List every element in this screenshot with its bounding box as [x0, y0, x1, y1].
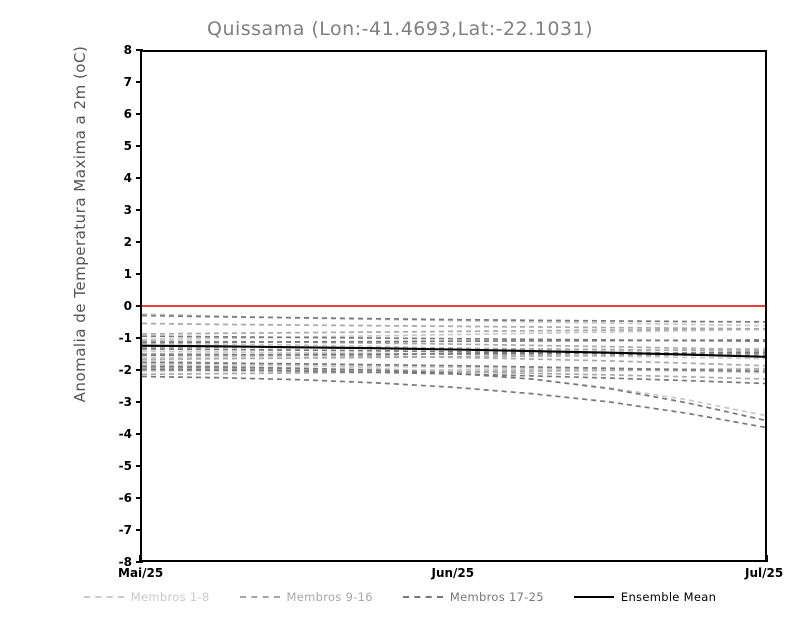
- y-axis-tick-label: 4: [123, 171, 132, 185]
- y-axis-tick-label: -6: [118, 491, 132, 505]
- y-axis-tick-label: 0: [123, 299, 132, 313]
- x-axis-tick-label: Jun/25: [431, 566, 475, 580]
- y-axis-tick-mark: [136, 209, 143, 211]
- y-axis-tick-label: 1: [123, 267, 132, 281]
- legend-line-icon: [573, 596, 614, 598]
- y-axis-tick-mark: [136, 113, 143, 115]
- y-axis-tick-mark: [136, 305, 143, 307]
- legend-label: Ensemble Mean: [620, 590, 717, 604]
- series-line: [142, 349, 765, 358]
- y-axis-tick-mark: [136, 81, 143, 83]
- y-axis-tick-label: 6: [123, 107, 132, 121]
- y-axis-tick-mark: [136, 369, 143, 371]
- y-axis-tick-mark: [136, 145, 143, 147]
- y-axis-tick-mark: [136, 433, 143, 435]
- series-line: [142, 316, 765, 322]
- legend-item[interactable]: Membros 1-8: [83, 590, 210, 604]
- series-line: [142, 329, 765, 339]
- series-line: [142, 351, 765, 359]
- series-line: [142, 336, 765, 341]
- y-axis-tick-mark: [136, 273, 143, 275]
- y-axis-tick-mark: [136, 497, 143, 499]
- y-axis-tick-mark: [136, 337, 143, 339]
- y-axis-tick-label: 5: [123, 139, 132, 153]
- legend-line-icon: [239, 596, 280, 598]
- plot-svg: [142, 305, 765, 560]
- series-line: [142, 343, 765, 355]
- series-line: [142, 323, 765, 328]
- legend-line-icon: [402, 596, 443, 598]
- legend-label: Membros 9-16: [286, 590, 373, 604]
- series-line: [142, 353, 765, 356]
- y-axis-tick-mark: [136, 241, 143, 243]
- y-axis-tick-label: -5: [118, 459, 132, 473]
- legend-item[interactable]: Membros 17-25: [402, 590, 544, 604]
- x-axis-tick-mark: [766, 555, 768, 562]
- page-title: Quissama (Lon:-41.4693,Lat:-22.1031): [206, 18, 594, 40]
- y-axis-tick-label: -7: [118, 523, 132, 537]
- series-line: [142, 329, 765, 334]
- legend-line-icon: [83, 596, 124, 598]
- legend-label: Membros 1-8: [130, 590, 210, 604]
- series-line: [142, 349, 765, 356]
- y-axis-tick-mark: [136, 49, 143, 51]
- y-axis-tick-label: 7: [123, 75, 132, 89]
- series-line: [142, 346, 765, 357]
- series-line: [142, 370, 765, 384]
- y-axis-tick-label: -8: [118, 555, 132, 569]
- series-line: [142, 354, 765, 359]
- chart-legend: Membros 1-8 Membros 9-16 Membros 17-25 Ense…: [0, 586, 800, 608]
- series-line: [142, 368, 765, 379]
- y-axis-tick-mark: [136, 465, 143, 467]
- legend-item[interactable]: Ensemble Mean: [573, 590, 717, 604]
- y-axis-tick-mark: [136, 561, 143, 563]
- series-line: [142, 365, 765, 373]
- y-axis-tick-label: 2: [123, 235, 132, 249]
- x-axis-tick-label: Jul/25: [745, 566, 784, 580]
- y-axis-tick-label: -3: [118, 395, 132, 409]
- series-line: [142, 366, 765, 420]
- series-line: [142, 363, 765, 372]
- y-axis-tick-label: 8: [123, 43, 132, 57]
- plot-area: [140, 50, 767, 562]
- y-axis-tick-label: -1: [118, 331, 132, 345]
- y-axis-tick-mark: [136, 401, 143, 403]
- series-line: [142, 376, 765, 427]
- y-axis-label: Anomalia de Temperatura Maxima a 2m (oC): [71, 45, 89, 403]
- legend-label: Membros 17-25: [449, 590, 544, 604]
- y-axis-label-container: Anomalia de Temperatura Maxima a 2m (oC): [71, 34, 89, 414]
- y-axis-tick-label: 3: [123, 203, 132, 217]
- y-axis-tick-label: -2: [118, 363, 132, 377]
- legend-item[interactable]: Membros 9-16: [239, 590, 373, 604]
- x-axis-tick-label: Mai/25: [118, 566, 164, 580]
- y-axis-tick-mark: [136, 529, 143, 531]
- series-line: [142, 340, 765, 343]
- y-axis-tick-mark: [136, 177, 143, 179]
- series-line: [142, 369, 765, 374]
- y-axis-tick-label: -4: [118, 427, 132, 441]
